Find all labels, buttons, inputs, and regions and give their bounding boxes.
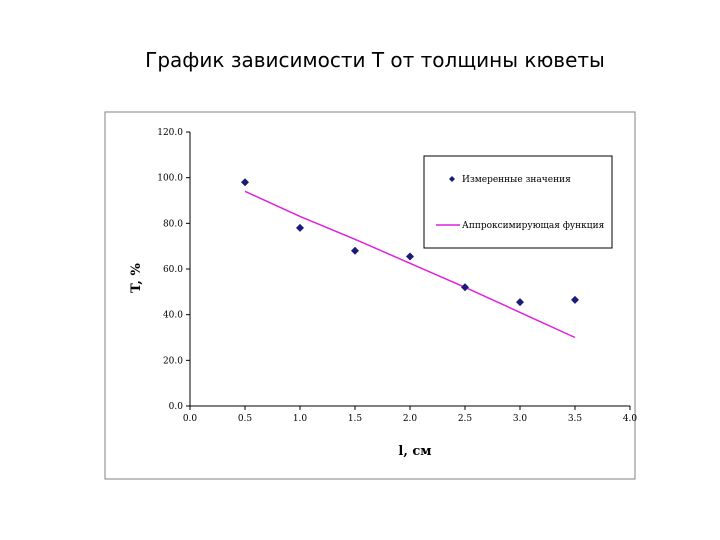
fit-line bbox=[244, 190, 576, 339]
legend-label: Аппроксимирующая функция bbox=[462, 221, 605, 231]
chart-ticks: 0.0 20.0 40.0 60.0 80.0 100.0 120.0 0.0 0.5 1.0 1.… bbox=[157, 128, 637, 424]
x-tick-label: 2.0 bbox=[403, 414, 418, 424]
y-tick-label: 80.0 bbox=[163, 219, 183, 229]
data-point bbox=[241, 178, 249, 187]
x-tick-label: 3.5 bbox=[568, 414, 583, 424]
y-tick-label: 100.0 bbox=[157, 174, 183, 184]
x-tick-label: 1.0 bbox=[293, 414, 308, 424]
x-tick-label: 0.5 bbox=[238, 414, 253, 424]
x-tick-label: 4.0 bbox=[623, 414, 638, 424]
y-tick-label: 60.0 bbox=[163, 265, 183, 275]
y-tick-label: 0.0 bbox=[169, 402, 184, 412]
y-tick-label: 40.0 bbox=[163, 311, 183, 321]
y-axis-label: T, % bbox=[129, 263, 144, 293]
data-point bbox=[571, 295, 579, 304]
data-point bbox=[461, 283, 469, 292]
x-tick-label: 0.0 bbox=[183, 414, 198, 424]
data-point bbox=[516, 298, 524, 307]
data-point bbox=[296, 223, 304, 232]
chart-marks bbox=[241, 178, 579, 339]
x-tick-label: 1.5 bbox=[348, 414, 363, 424]
legend-label: Измеренные значения bbox=[462, 175, 571, 185]
y-tick-label: 120.0 bbox=[157, 128, 183, 138]
chart-legend: Измеренные значения Аппроксимирующая функ… bbox=[423, 155, 613, 249]
chart-title: График зависимости T от толщины кюветы bbox=[145, 48, 605, 72]
data-point bbox=[351, 246, 359, 255]
legend-box bbox=[423, 155, 613, 249]
x-axis-label: l, см bbox=[398, 444, 431, 459]
x-tick-label: 3.0 bbox=[513, 414, 528, 424]
x-tick-label: 2.5 bbox=[458, 414, 473, 424]
y-tick-label: 20.0 bbox=[163, 356, 183, 366]
legend-marker-measured bbox=[449, 176, 455, 182]
data-point bbox=[406, 252, 414, 261]
